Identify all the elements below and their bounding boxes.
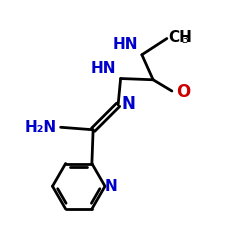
Text: HN: HN [90, 61, 116, 76]
Text: CH: CH [168, 30, 192, 45]
Text: N: N [104, 179, 117, 194]
Text: O: O [176, 83, 191, 101]
Text: 3: 3 [181, 35, 188, 45]
Text: HN: HN [112, 37, 138, 52]
Text: H₂N: H₂N [25, 120, 57, 135]
Text: N: N [121, 94, 135, 112]
